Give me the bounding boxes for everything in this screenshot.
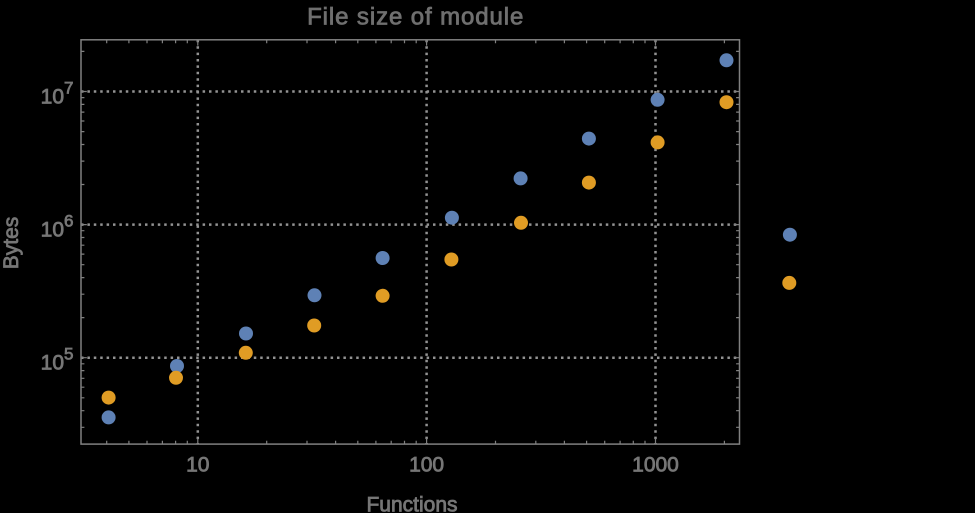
svg-text:105: 105 xyxy=(41,345,74,375)
svg-text:100: 100 xyxy=(409,454,444,477)
svg-text:10: 10 xyxy=(186,454,209,477)
svg-text:107: 107 xyxy=(41,79,74,109)
svg-text:File size of module: File size of module xyxy=(307,3,524,30)
svg-text:Bytes: Bytes xyxy=(0,217,23,270)
svg-text:1000: 1000 xyxy=(632,454,679,477)
svg-text:106: 106 xyxy=(41,212,74,242)
svg-text:Functions: Functions xyxy=(366,494,457,513)
